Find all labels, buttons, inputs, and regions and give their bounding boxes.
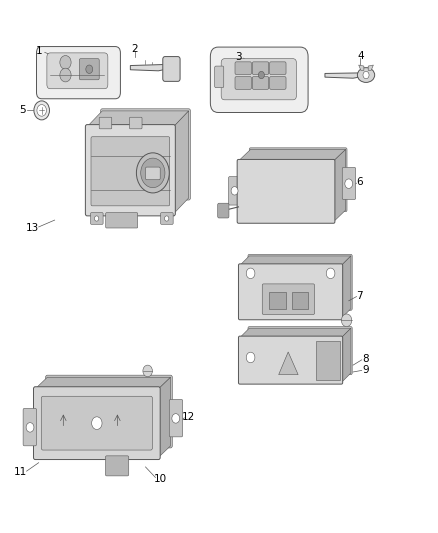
FancyBboxPatch shape (238, 264, 343, 320)
Text: 8: 8 (363, 354, 369, 364)
FancyBboxPatch shape (215, 66, 224, 88)
FancyBboxPatch shape (47, 53, 108, 89)
FancyBboxPatch shape (235, 62, 251, 75)
Circle shape (92, 417, 102, 430)
FancyBboxPatch shape (270, 62, 286, 75)
FancyBboxPatch shape (218, 203, 229, 218)
Polygon shape (359, 65, 364, 70)
Circle shape (34, 101, 49, 120)
Polygon shape (325, 73, 360, 78)
Text: 9: 9 (363, 366, 369, 375)
Polygon shape (240, 328, 351, 338)
Text: 7: 7 (356, 290, 363, 301)
FancyBboxPatch shape (169, 399, 183, 437)
FancyBboxPatch shape (269, 292, 286, 309)
Polygon shape (240, 256, 351, 265)
FancyBboxPatch shape (36, 46, 120, 99)
FancyBboxPatch shape (91, 137, 170, 206)
Circle shape (165, 216, 169, 221)
FancyBboxPatch shape (237, 159, 335, 223)
FancyBboxPatch shape (270, 77, 286, 90)
Polygon shape (341, 328, 351, 383)
FancyBboxPatch shape (235, 77, 251, 90)
FancyBboxPatch shape (106, 456, 129, 476)
FancyBboxPatch shape (221, 59, 297, 100)
Polygon shape (368, 65, 373, 70)
Text: 12: 12 (182, 412, 195, 422)
FancyBboxPatch shape (99, 117, 112, 129)
Polygon shape (159, 377, 170, 457)
Circle shape (86, 65, 93, 74)
FancyBboxPatch shape (248, 327, 352, 375)
FancyBboxPatch shape (106, 213, 138, 228)
Circle shape (246, 352, 255, 363)
FancyBboxPatch shape (145, 167, 160, 180)
FancyBboxPatch shape (46, 375, 172, 448)
Circle shape (143, 365, 152, 377)
Circle shape (37, 104, 46, 116)
FancyBboxPatch shape (248, 254, 352, 310)
Text: 11: 11 (14, 467, 27, 477)
FancyBboxPatch shape (252, 77, 269, 90)
FancyBboxPatch shape (41, 396, 152, 450)
Circle shape (345, 179, 353, 189)
FancyBboxPatch shape (91, 213, 103, 224)
Text: 10: 10 (154, 473, 167, 483)
Circle shape (231, 187, 238, 195)
FancyBboxPatch shape (249, 148, 347, 212)
FancyBboxPatch shape (163, 56, 180, 82)
Polygon shape (131, 64, 167, 71)
Circle shape (326, 268, 335, 279)
Circle shape (141, 158, 165, 188)
Polygon shape (341, 256, 351, 318)
Polygon shape (173, 111, 189, 214)
Text: 4: 4 (357, 51, 364, 61)
FancyBboxPatch shape (292, 292, 308, 309)
FancyBboxPatch shape (33, 387, 160, 459)
FancyBboxPatch shape (85, 125, 175, 216)
Circle shape (172, 414, 180, 423)
Text: 6: 6 (356, 177, 363, 187)
Text: 13: 13 (25, 223, 39, 233)
FancyBboxPatch shape (229, 176, 240, 205)
Circle shape (341, 314, 352, 327)
Text: 1: 1 (36, 46, 43, 56)
FancyBboxPatch shape (316, 342, 340, 380)
Circle shape (26, 423, 34, 432)
Circle shape (246, 268, 255, 279)
Text: 5: 5 (19, 106, 25, 115)
Circle shape (60, 68, 71, 82)
Polygon shape (334, 149, 346, 222)
Circle shape (60, 55, 71, 69)
Circle shape (363, 71, 369, 79)
Text: 2: 2 (131, 44, 138, 54)
FancyBboxPatch shape (130, 117, 142, 129)
FancyBboxPatch shape (252, 62, 269, 75)
FancyBboxPatch shape (238, 336, 343, 384)
FancyBboxPatch shape (342, 167, 356, 199)
FancyBboxPatch shape (100, 109, 191, 200)
FancyBboxPatch shape (262, 284, 314, 314)
Circle shape (136, 153, 169, 193)
Polygon shape (238, 149, 346, 161)
Polygon shape (35, 377, 170, 389)
Polygon shape (87, 111, 189, 127)
FancyBboxPatch shape (210, 47, 308, 112)
Ellipse shape (357, 68, 374, 83)
FancyBboxPatch shape (23, 408, 36, 446)
Circle shape (258, 71, 265, 79)
FancyBboxPatch shape (161, 213, 173, 224)
FancyBboxPatch shape (79, 59, 99, 80)
Circle shape (95, 216, 99, 221)
Text: 3: 3 (235, 52, 242, 62)
Polygon shape (279, 352, 298, 375)
